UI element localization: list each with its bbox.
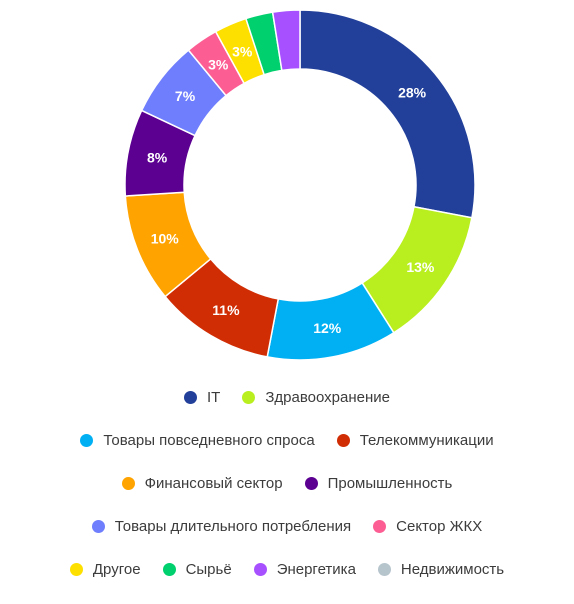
legend-row: IT Здравоохранение [0, 385, 574, 409]
legend-swatch [304, 476, 318, 490]
legend-label: Товары повседневного спроса [103, 431, 315, 449]
legend-item[interactable]: Телекоммуникации [336, 431, 494, 449]
legend-item[interactable]: Недвижимость [377, 560, 505, 578]
legend-item[interactable]: Сектор ЖКХ [373, 518, 482, 535]
legend-swatch [184, 390, 197, 404]
slice-1[interactable] [299, 9, 476, 219]
slice-label-8: 3% [208, 57, 229, 73]
legend-swatch [121, 476, 135, 490]
legend-swatch [253, 562, 267, 576]
legend-swatch [373, 519, 387, 533]
donut-chart: 28% 13% 12% 11% 10% 8% 7% 3%3% [124, 9, 476, 361]
legend-row: Товары длительного потребления Сектор ЖКХ [0, 514, 574, 538]
legend-label: Сырьё [185, 560, 232, 578]
legend-swatch [242, 390, 256, 404]
slice-label-2: 13% [406, 259, 435, 275]
legend-swatch [69, 562, 83, 576]
legend: IT Здравоохранение Товары повседневного сп… [0, 385, 574, 600]
slice-11[interactable] [271, 9, 301, 72]
legend-label: Товары длительного потребления [114, 517, 352, 535]
slice-label-3: 12% [313, 320, 342, 336]
legend-label: Сектор ЖКХ [396, 517, 483, 535]
legend-swatch [377, 562, 391, 576]
legend-label: Телекоммуникации [359, 431, 494, 449]
legend-item[interactable]: Другое [69, 560, 141, 578]
legend-swatch [80, 433, 94, 447]
slice-label-4: 11% [212, 302, 240, 318]
legend-item[interactable]: Энергетика [253, 560, 356, 578]
legend-item[interactable]: IT [184, 389, 220, 406]
legend-item[interactable]: Товары длительного потребления [91, 517, 352, 535]
legend-swatch [162, 562, 176, 576]
slice-label-9: 3% [232, 43, 253, 59]
legend-swatch [336, 433, 350, 447]
legend-item[interactable]: Сырьё [162, 560, 232, 578]
legend-label: Финансовый сектор [144, 474, 283, 492]
legend-label: Другое [92, 560, 141, 578]
legend-label: Промышленность [327, 474, 453, 492]
legend-label: Недвижимость [400, 560, 505, 578]
legend-item[interactable]: Здравоохранение [242, 389, 390, 406]
legend-row: Другое Сырьё Энергетика Недвижимость [0, 557, 574, 581]
legend-label: IT [207, 388, 221, 406]
legend-row: Товары повседневного спроса Телекоммуника… [0, 428, 574, 452]
slice-label-1: 28% [398, 84, 427, 100]
legend-label: Здравоохранение [265, 388, 390, 406]
legend-row: Финансовый сектор Промышленность [0, 471, 574, 495]
legend-label: Энергетика [276, 560, 356, 578]
legend-item[interactable]: Финансовый сектор [121, 474, 283, 492]
slice-label-5: 10% [151, 231, 180, 247]
legend-item[interactable]: Промышленность [304, 474, 453, 492]
legend-swatch [91, 519, 105, 533]
slice-label-6: 8% [147, 150, 168, 166]
slice-label-7: 7% [175, 88, 196, 104]
legend-item[interactable]: Товары повседневного спроса [80, 431, 315, 449]
